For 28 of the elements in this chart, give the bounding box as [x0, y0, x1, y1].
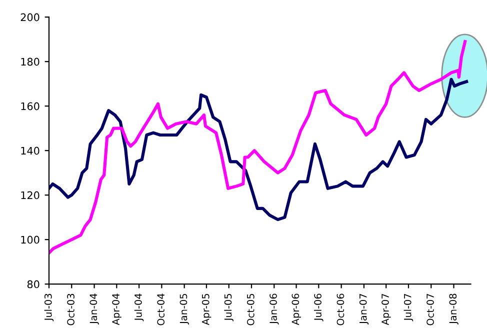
x-tick-label: Jul-05 [224, 294, 234, 322]
y-tick-label: 160 [21, 102, 40, 110]
y-tick-label: 100 [21, 236, 40, 244]
x-tick-label: Oct-05 [246, 294, 254, 326]
x-tick-label: Jul-03 [44, 294, 54, 322]
x-tick-label: Jan-08 [449, 294, 458, 324]
y-tick-label: 140 [21, 146, 40, 155]
y-tick-label: 80 [27, 280, 40, 288]
x-tick-label: Jan-04 [90, 294, 99, 324]
line-series [48, 40, 467, 254]
x-tick-label: Jan-07 [359, 294, 369, 324]
x-tick-label: Apr-06 [292, 294, 301, 326]
x-tick-label: Apr-04 [112, 294, 122, 326]
x-tick-label: Apr-05 [202, 294, 212, 326]
y-tick-label: 180 [21, 58, 40, 66]
y-tick-label: 200 [20, 13, 40, 22]
x-tick-label: Oct-04 [157, 294, 165, 326]
x-tick-label: Jul-07 [404, 294, 414, 322]
line-series [48, 78, 468, 222]
x-tick-label: Oct-06 [336, 294, 344, 326]
x-tick-label: Oct-03 [67, 294, 74, 326]
x-tick-label: Jul-06 [314, 294, 324, 322]
x-tick-label: Jul-04 [134, 294, 144, 322]
y-tick-label: 120 [21, 191, 40, 200]
x-tick-label: Oct-07 [426, 294, 434, 326]
x-tick-label: Jan-06 [270, 294, 279, 324]
x-tick-label: Apr-07 [382, 294, 391, 326]
x-tick-label: Jan-05 [180, 294, 189, 324]
